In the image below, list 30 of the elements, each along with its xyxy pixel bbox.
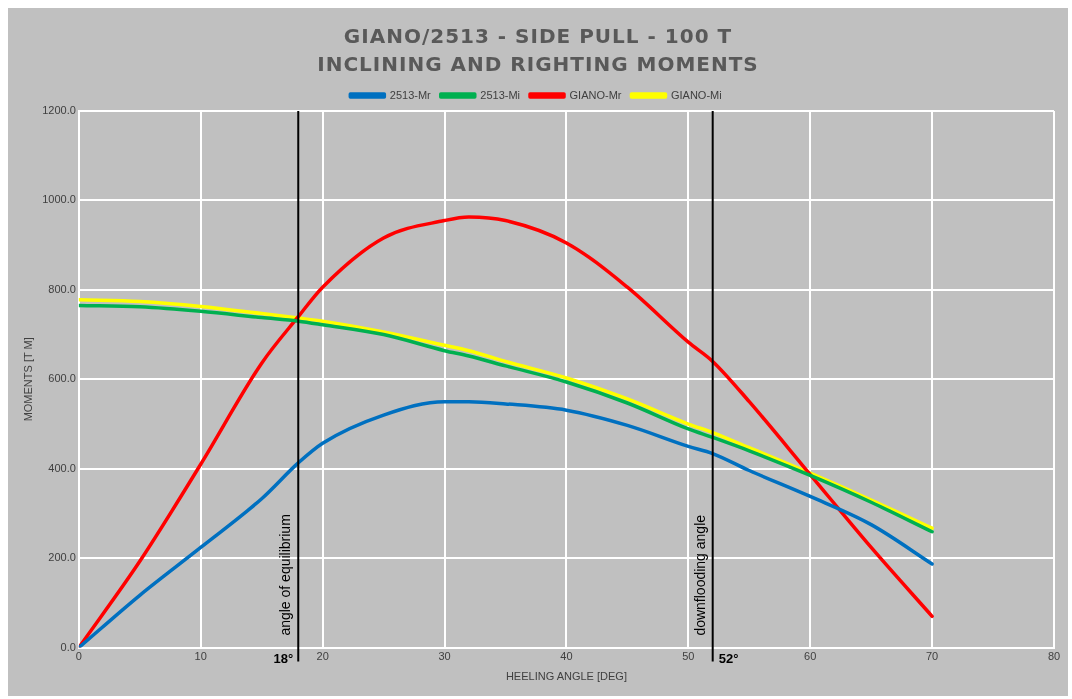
- x-tick-label: 20: [316, 650, 329, 663]
- x-tick-label: 80: [1047, 650, 1061, 663]
- x-tick-label: 40: [560, 650, 573, 663]
- x-tick-label: 60: [804, 650, 817, 663]
- chart-subtitle: INCLINING AND RIGHTING MOMENTS: [316, 51, 760, 78]
- x-tick-label: 70: [925, 650, 939, 663]
- legend-label: 2513-Mi: [480, 88, 521, 101]
- x-tick-label: 10: [194, 650, 207, 663]
- ref-line-label: downflooding angle: [691, 514, 708, 636]
- chart-title: GIANO/2513 - SIDE PULL - 100 T: [342, 23, 734, 50]
- y-tick-label: 0.0: [60, 640, 76, 653]
- annotation: 18°: [273, 650, 294, 666]
- x-axis-title: HEELING ANGLE [DEG]: [505, 670, 627, 683]
- line-series: [78, 215, 934, 648]
- y-tick-label: 600.0: [48, 372, 76, 385]
- x-tick-label: 30: [438, 650, 451, 663]
- annotation: 52°: [718, 650, 739, 666]
- y-tick-label: 1000.0: [42, 193, 76, 206]
- x-tick-label: 50: [682, 650, 695, 663]
- x-tick-label: 0: [75, 650, 82, 663]
- y-axis-title: MOMENTS [T M]: [21, 337, 34, 422]
- legend-label: 2513-Mr: [389, 88, 432, 101]
- y-tick-label: 400.0: [48, 461, 76, 474]
- line-series: [78, 399, 934, 648]
- y-tick-label: 200.0: [48, 551, 76, 564]
- legend-label: GIANO-Mi: [670, 88, 722, 101]
- legend-label: GIANO-Mr: [569, 88, 622, 101]
- y-tick-label: 800.0: [48, 282, 76, 295]
- y-tick-label: 1200.0: [42, 104, 76, 117]
- ref-line-label: angle of equilibrium: [277, 514, 294, 636]
